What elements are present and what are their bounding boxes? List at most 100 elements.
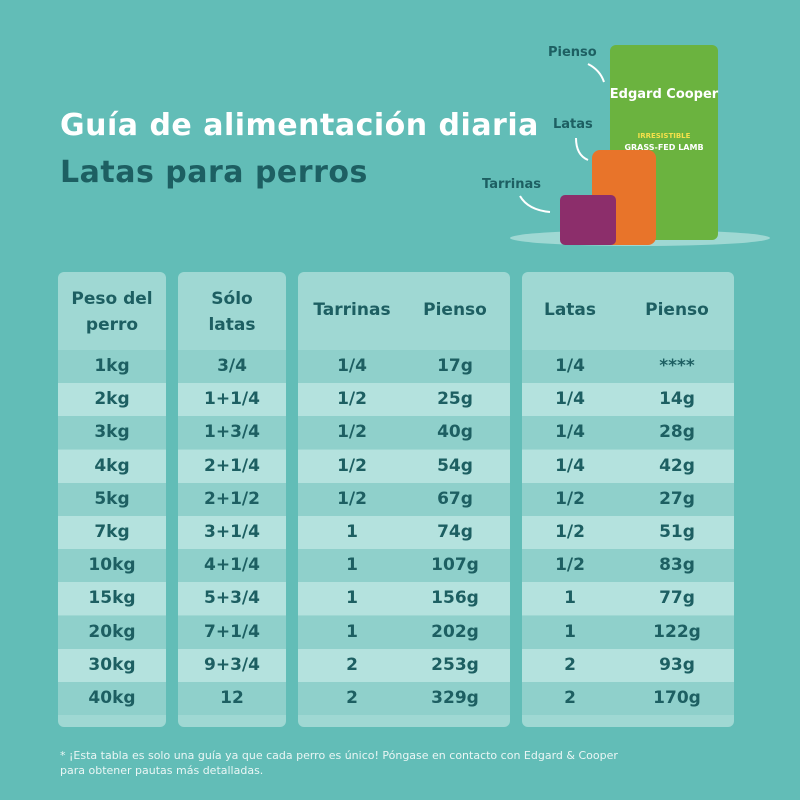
table-cell: 12 <box>220 688 244 708</box>
row-stripe <box>58 582 166 616</box>
table-cell: 1+1/4 <box>204 389 260 410</box>
table-cell: 3kg <box>94 422 130 443</box>
table-cell: 42g <box>659 455 695 476</box>
table-cell: 1/4 <box>555 356 585 376</box>
table-cell: 4+1/4 <box>204 555 260 576</box>
row-stripe <box>298 449 510 483</box>
table-cell: 1/2 <box>337 455 367 476</box>
column-header: Peso del perro <box>71 289 153 335</box>
row-stripe <box>178 549 286 583</box>
table-cell: 9+3/4 <box>204 654 260 675</box>
table-cell: 1 <box>346 621 358 642</box>
table-cell: 30kg <box>88 654 136 675</box>
table-cell: 3+1/4 <box>204 522 260 542</box>
table-cell: 1/4 <box>555 422 585 443</box>
row-stripe <box>58 516 166 549</box>
table-cell: 1+3/4 <box>204 422 260 443</box>
table-cell: 107g <box>431 555 479 576</box>
table-cell: 329g <box>431 688 479 708</box>
table-cell: 7kg <box>94 522 130 542</box>
arrow <box>519 195 551 213</box>
table-cell: 156g <box>431 588 479 609</box>
row-stripe <box>522 549 734 583</box>
panel <box>178 272 286 727</box>
table-cell: 15kg <box>88 588 136 609</box>
row-stripe <box>58 350 166 383</box>
table-cell: 1/2 <box>555 555 585 576</box>
row-stripe <box>58 682 166 715</box>
row-stripe <box>58 549 166 583</box>
row-stripe <box>298 516 510 549</box>
row-stripe <box>298 549 510 583</box>
table-cell: 2 <box>346 688 358 708</box>
product-image: Edgard Cooper IRRESISTIBLE GRASS-FED LAM… <box>482 45 770 246</box>
table-cell: 5kg <box>94 488 130 509</box>
arrow <box>575 137 589 161</box>
row-stripe <box>522 682 734 715</box>
table-cell: 5+3/4 <box>204 588 260 609</box>
table-cell: **** <box>659 356 695 376</box>
table-cell: 1 <box>564 588 576 609</box>
table-cell: 3/4 <box>217 356 247 376</box>
arrow <box>587 63 605 83</box>
table-cell: 1/2 <box>555 522 585 542</box>
row-stripe <box>522 582 734 616</box>
row-stripe <box>178 482 286 516</box>
bag-text: IRRESISTIBLE <box>638 132 691 140</box>
brand: Edgard Cooper <box>610 87 719 102</box>
table-cell: 25g <box>437 389 473 410</box>
row-stripe <box>298 682 510 715</box>
table-cell: 1kg <box>94 356 130 376</box>
table-cell: 1/4 <box>337 356 367 376</box>
table-cell: 1 <box>346 522 358 542</box>
table-cell: 27g <box>659 488 695 509</box>
row-stripe <box>298 383 510 417</box>
table-cell: 1/4 <box>555 455 585 476</box>
row-stripe <box>522 383 734 417</box>
row-stripe <box>58 449 166 483</box>
label-pienso: Pienso <box>548 45 597 60</box>
row-stripe <box>178 449 286 483</box>
table-cell: 83g <box>659 555 695 576</box>
table-cell: 1 <box>346 588 358 609</box>
table-cell: 1/2 <box>555 488 585 509</box>
row-stripe <box>178 383 286 417</box>
row-stripe <box>522 516 734 549</box>
tray <box>560 195 616 245</box>
table-cell: 77g <box>659 588 695 609</box>
table-cell: 2 <box>346 654 358 675</box>
table-cell: 2+1/4 <box>204 455 260 476</box>
table-cell: 28g <box>659 422 695 443</box>
table-cell: 20kg <box>88 621 136 642</box>
row-stripe <box>58 416 166 450</box>
row-stripe <box>178 615 286 649</box>
table-cell: 17g <box>437 356 473 376</box>
table-cell: 202g <box>431 621 479 642</box>
table-cell: 1/4 <box>555 389 585 410</box>
table-cell: 4kg <box>94 455 130 476</box>
table-cell: 253g <box>431 654 479 675</box>
row-stripe <box>178 682 286 715</box>
row-stripe <box>178 648 286 682</box>
footnote: * ¡Esta tabla es solo una guía ya que ca… <box>60 749 618 777</box>
table-cell: 7+1/4 <box>204 621 260 642</box>
row-stripe <box>522 648 734 682</box>
column-header: Sólo latas <box>208 289 256 335</box>
title: Guía de alimentación diaria <box>60 108 539 143</box>
panel <box>522 272 734 727</box>
table-cell: 2 <box>564 688 576 708</box>
row-stripe <box>522 416 734 450</box>
table-cell: 67g <box>437 488 473 509</box>
table-cell: 40g <box>437 422 473 443</box>
panel <box>58 272 166 727</box>
row-stripe <box>178 516 286 549</box>
row-stripe <box>298 615 510 649</box>
label-tarrinas: Tarrinas <box>482 177 541 192</box>
table-cell: 1 <box>564 621 576 642</box>
table-cell: 54g <box>437 455 473 476</box>
table-cell: 2+1/2 <box>204 488 260 509</box>
label-latas: Latas <box>553 117 593 132</box>
row-stripe <box>522 482 734 516</box>
row-stripe <box>298 648 510 682</box>
